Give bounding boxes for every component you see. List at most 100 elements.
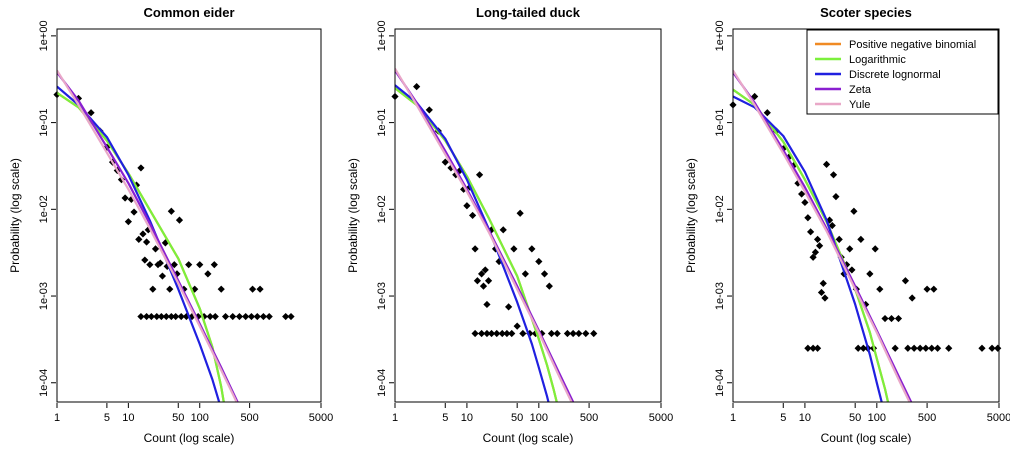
- data-point: [441, 158, 449, 166]
- y-axis-label: Probability (log scale): [8, 158, 22, 273]
- data-point: [463, 202, 471, 210]
- y-tick-label: 1e-01: [376, 109, 388, 137]
- data-point: [163, 262, 171, 270]
- data-point: [916, 344, 924, 352]
- data-point: [477, 270, 486, 278]
- data-point: [124, 218, 132, 226]
- data-point: [505, 303, 513, 311]
- data-point: [452, 171, 460, 179]
- data-point: [850, 207, 858, 215]
- data-point: [265, 312, 273, 321]
- data-point: [828, 221, 836, 230]
- data-point: [196, 261, 204, 269]
- x-tick-label: 50: [511, 412, 523, 424]
- plot-frame: [394, 28, 662, 403]
- data-point: [153, 312, 161, 321]
- data-point: [413, 83, 421, 91]
- data-point: [217, 285, 225, 293]
- data-point: [904, 344, 912, 352]
- data-point: [498, 329, 506, 338]
- data-point: [513, 322, 521, 330]
- data-point: [751, 92, 759, 101]
- data-point: [545, 282, 553, 290]
- y-tick-label: 1e-02: [38, 195, 50, 223]
- data-point: [200, 312, 208, 321]
- data-point: [815, 242, 824, 250]
- data-point: [287, 312, 295, 321]
- data-point: [175, 216, 184, 224]
- legend: Positive negative binomial Logarithmic Dis…: [806, 29, 999, 115]
- y-axis-label: Probability (log scale): [684, 158, 698, 273]
- curve-discrete_lognormal: [395, 84, 550, 402]
- curve-positive_negative_binomial: [733, 88, 890, 402]
- data-point: [846, 245, 854, 253]
- data-point: [242, 312, 250, 321]
- data-point: [177, 312, 185, 321]
- curve-logarithmic: [733, 88, 890, 402]
- data-point: [247, 312, 256, 321]
- y-tick-label: 1e-04: [38, 369, 50, 397]
- data-point: [519, 329, 527, 338]
- data-point: [538, 329, 546, 338]
- data-point: [469, 211, 477, 220]
- x-tick-label: 1: [392, 412, 398, 424]
- x-axis-label: Count (log scale): [144, 431, 235, 445]
- plot-frame: [56, 28, 322, 403]
- x-tick-label: 5: [442, 412, 448, 424]
- y-tick-label: 1e+00: [714, 20, 726, 51]
- data-point: [141, 256, 149, 264]
- data-point: [945, 344, 953, 352]
- data-point: [854, 344, 862, 352]
- y-tick-label: 1e-03: [38, 282, 50, 310]
- data-point: [857, 235, 865, 243]
- data-point: [516, 209, 524, 217]
- data-point: [282, 312, 290, 321]
- data-point: [479, 282, 488, 290]
- legend-label-yule: Yule: [849, 99, 870, 111]
- data-point: [137, 164, 145, 172]
- data-point: [835, 235, 843, 243]
- data-point: [137, 312, 145, 321]
- data-point: [221, 312, 230, 321]
- curve-yule: [733, 69, 911, 402]
- data-point: [809, 344, 817, 352]
- data-point: [891, 344, 899, 352]
- data-point: [256, 285, 264, 293]
- data-point: [475, 171, 484, 179]
- y-tick-label: 1e-03: [714, 282, 726, 310]
- curve-zeta: [733, 71, 913, 402]
- data-point: [553, 329, 561, 338]
- data-point: [809, 253, 817, 261]
- curve-positive_negative_binomial: [395, 87, 558, 402]
- data-point: [487, 329, 496, 338]
- x-tick-label: 50: [849, 412, 861, 424]
- data-point: [473, 277, 482, 285]
- data-point: [763, 109, 771, 117]
- data-point: [495, 257, 503, 266]
- data-point: [811, 248, 820, 256]
- y-tick-label: 1e-04: [714, 369, 726, 397]
- data-point: [859, 344, 867, 352]
- data-point: [135, 235, 143, 243]
- data-point: [813, 235, 822, 243]
- data-point: [194, 312, 202, 321]
- data-point: [156, 259, 164, 267]
- data-point: [521, 270, 529, 278]
- data-point: [477, 329, 486, 338]
- curve-logarithmic: [395, 87, 558, 402]
- x-tick-label: 5000: [649, 412, 673, 424]
- data-point: [825, 216, 834, 224]
- x-tick-label: 100: [868, 412, 886, 424]
- data-point: [166, 285, 174, 293]
- data-point: [167, 312, 175, 321]
- x-tick-label: 10: [122, 412, 134, 424]
- data-point: [210, 261, 218, 269]
- data-point: [881, 314, 889, 323]
- data-point: [922, 344, 930, 352]
- data-point: [158, 272, 167, 280]
- x-tick-label: 5000: [987, 412, 1010, 424]
- data-point: [575, 329, 583, 338]
- data-point: [540, 270, 549, 278]
- data-point: [901, 277, 910, 285]
- data-point: [157, 312, 165, 321]
